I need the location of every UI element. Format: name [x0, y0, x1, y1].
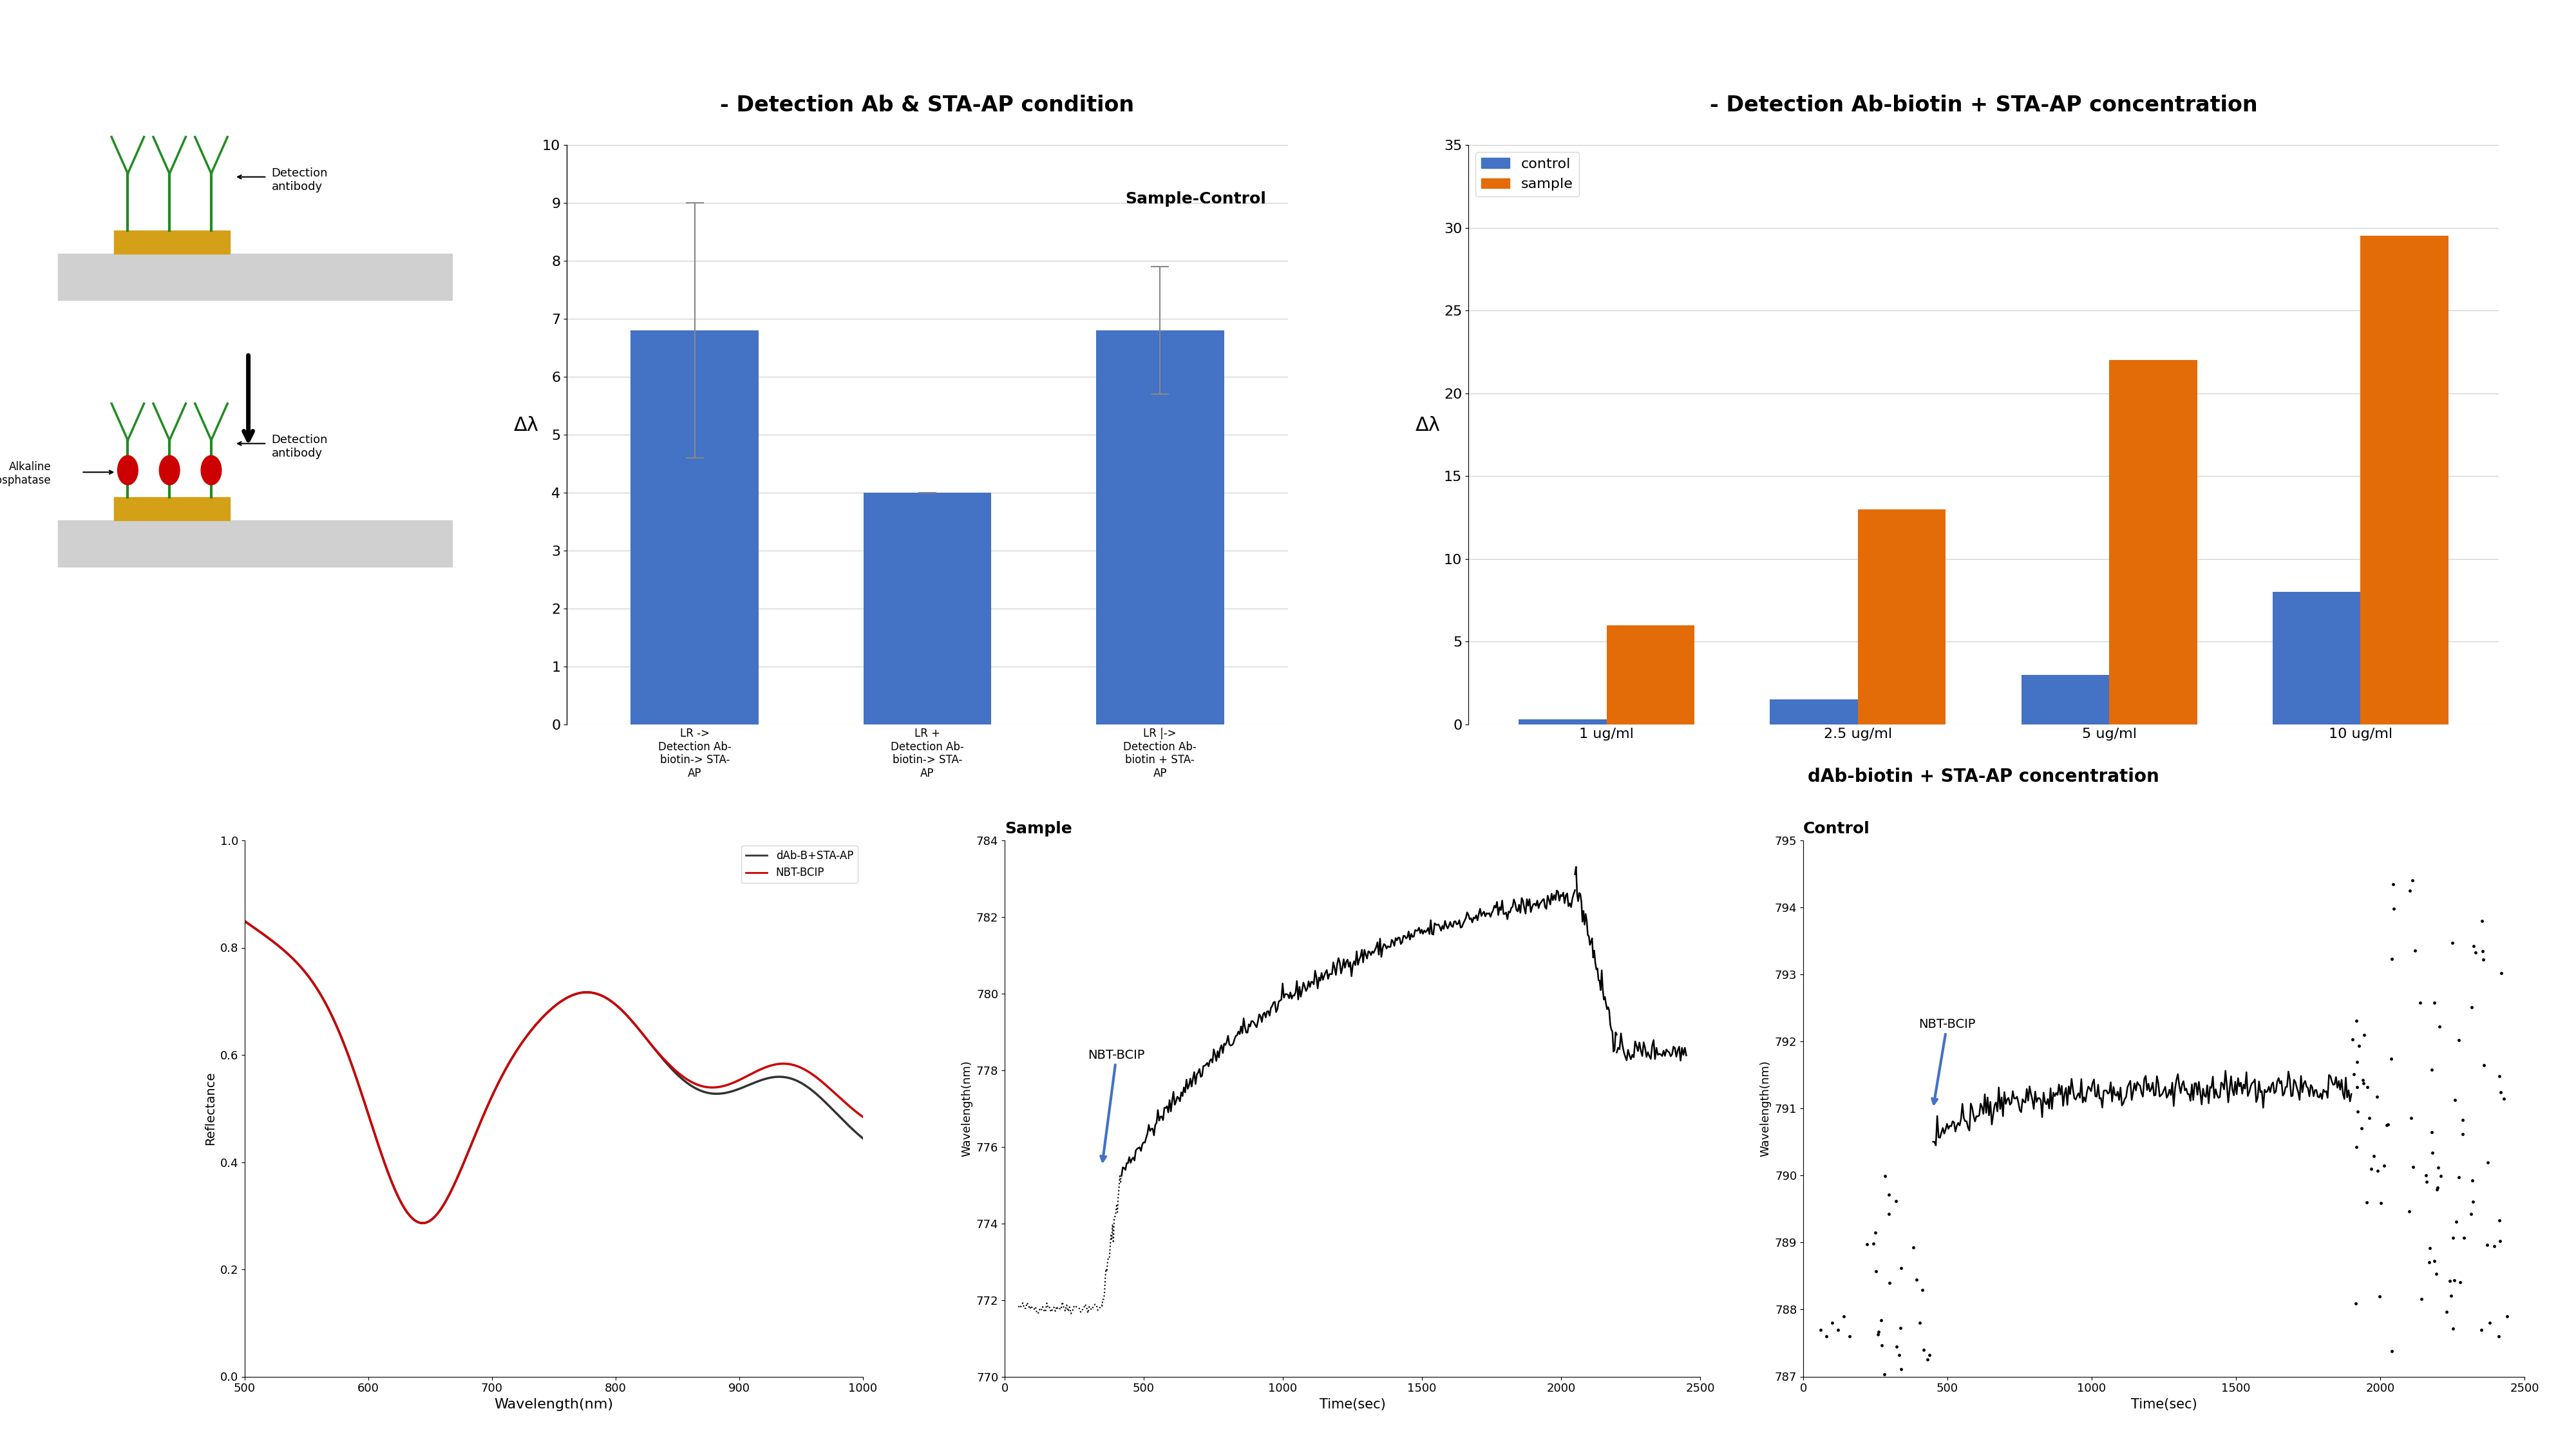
Bar: [1770, 700, 1857, 724]
Bar: [113, 230, 229, 254]
Bar: [59, 520, 453, 567]
Bar: [2022, 675, 2110, 724]
Text: Alkaline
phosphatase: Alkaline phosphatase: [0, 461, 52, 485]
Bar: [2272, 593, 2360, 724]
Text: Detection
antibody: Detection antibody: [270, 435, 327, 459]
dAb-B+STA-AP: [337, 1062, 368, 1080]
Bar: [1095, 330, 1224, 724]
Legend: control, sample: control, sample: [1476, 152, 1579, 197]
X-axis label: Time(sec): Time(sec): [2130, 1398, 2197, 1411]
Legend: dAb-B+STA-AP, NBT-BCIP: dAb-B+STA-AP, NBT-BCIP: [742, 846, 858, 882]
Y-axis label: Δλ: Δλ: [513, 416, 538, 435]
Bar: [1520, 720, 1607, 724]
Text: Control: Control: [1803, 822, 1870, 836]
Text: - Detection Ab & STA-AP condition: - Detection Ab & STA-AP condition: [721, 94, 1133, 116]
Bar: [631, 330, 760, 724]
NBT-BCIP: [407, 1214, 438, 1232]
Text: Sample-Control: Sample-Control: [1126, 191, 1267, 207]
Bar: [863, 493, 992, 724]
NBT-BCIP: [848, 1108, 878, 1126]
NBT-BCIP: [510, 1029, 541, 1046]
NBT-BCIP: [595, 991, 626, 1009]
Circle shape: [160, 455, 180, 485]
Text: Detection
antibody: Detection antibody: [270, 168, 327, 193]
dAb-B+STA-AP: [389, 1198, 420, 1216]
Circle shape: [201, 455, 222, 485]
dAb-B+STA-AP: [229, 913, 260, 930]
NBT-BCIP: [389, 1198, 420, 1216]
Text: NBT-BCIP: NBT-BCIP: [1919, 1019, 1976, 1104]
NBT-BCIP: [229, 913, 260, 930]
Bar: [2110, 361, 2197, 724]
Line: NBT-BCIP: NBT-BCIP: [245, 922, 863, 1223]
dAb-B+STA-AP: [510, 1029, 541, 1046]
NBT-BCIP: [644, 1045, 675, 1062]
Bar: [1607, 625, 1695, 724]
Y-axis label: Wavelength(nm): Wavelength(nm): [961, 1061, 974, 1156]
NBT-BCIP: [337, 1062, 368, 1080]
Line: dAb-B+STA-AP: dAb-B+STA-AP: [245, 922, 863, 1223]
dAb-B+STA-AP: [644, 1045, 675, 1062]
dAb-B+STA-AP: [848, 1130, 878, 1148]
Text: - Detection Ab-biotin + STA-AP concentration: - Detection Ab-biotin + STA-AP concentra…: [1710, 94, 2257, 116]
Text: Sample: Sample: [1005, 822, 1072, 836]
dAb-B+STA-AP: [696, 1085, 726, 1103]
Bar: [113, 497, 229, 520]
Text: dAb-biotin + STA-AP concentration: dAb-biotin + STA-AP concentration: [1808, 768, 2159, 785]
Bar: [59, 254, 453, 300]
NBT-BCIP: [696, 1078, 726, 1095]
dAb-B+STA-AP: [595, 991, 626, 1009]
X-axis label: Time(sec): Time(sec): [1319, 1398, 1386, 1411]
Circle shape: [118, 455, 139, 485]
Y-axis label: Reflectance: Reflectance: [204, 1072, 216, 1145]
X-axis label: Wavelength(nm): Wavelength(nm): [495, 1398, 613, 1411]
Text: NBT-BCIP: NBT-BCIP: [1087, 1049, 1144, 1161]
Bar: [1857, 509, 1945, 724]
Bar: [2360, 236, 2447, 724]
Y-axis label: Wavelength(nm): Wavelength(nm): [1759, 1061, 1772, 1156]
dAb-B+STA-AP: [407, 1214, 438, 1232]
Y-axis label: Δλ: Δλ: [1414, 416, 1440, 435]
